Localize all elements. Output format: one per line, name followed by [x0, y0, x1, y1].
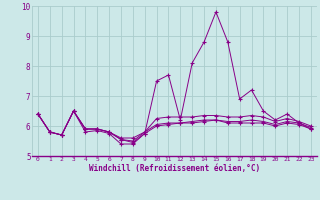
X-axis label: Windchill (Refroidissement éolien,°C): Windchill (Refroidissement éolien,°C) — [89, 164, 260, 173]
